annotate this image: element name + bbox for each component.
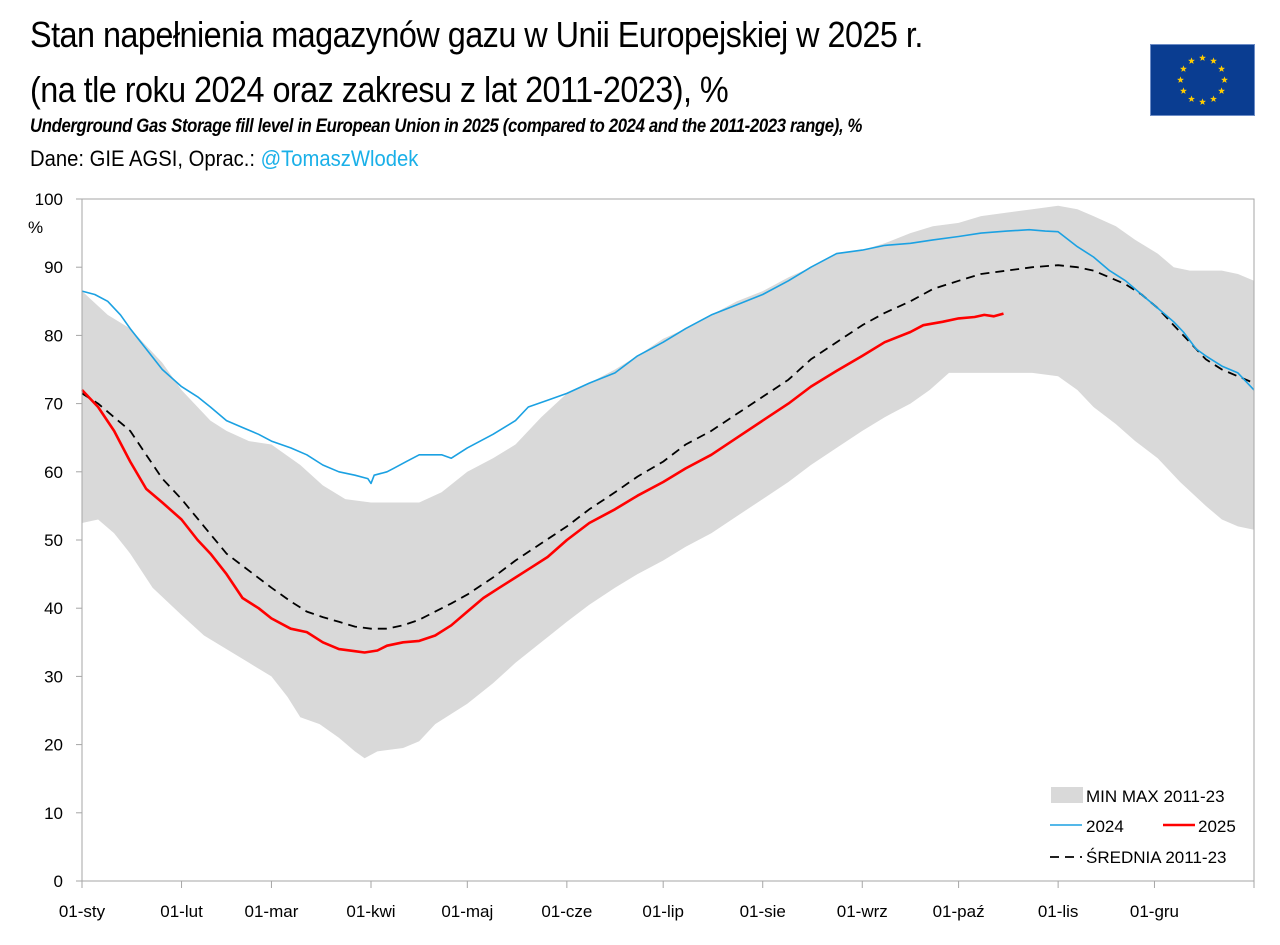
x-tick-label: 01-lis bbox=[1038, 902, 1079, 921]
legend-swatch-band bbox=[1051, 787, 1083, 803]
flag-star-icon bbox=[1180, 87, 1187, 94]
y-tick-label: 60 bbox=[44, 463, 63, 482]
flag-star-icon bbox=[1177, 76, 1184, 83]
y-tick-label: 100 bbox=[35, 190, 63, 209]
x-tick-label: 01-gru bbox=[1130, 902, 1179, 921]
y-tick-label: 20 bbox=[44, 736, 63, 755]
line-mean-2011-23 bbox=[81, 264, 1255, 630]
flag-star-icon bbox=[1210, 57, 1217, 64]
y-tick-label: 70 bbox=[44, 395, 63, 414]
y-axis-unit-label: % bbox=[28, 218, 43, 237]
y-tick-label: 80 bbox=[44, 326, 63, 345]
eu-stars-icon bbox=[1177, 54, 1228, 105]
flag-star-icon bbox=[1199, 54, 1206, 61]
x-tick-label: 01-kwi bbox=[346, 902, 395, 921]
line-2025 bbox=[81, 312, 1004, 654]
flag-star-icon bbox=[1188, 95, 1195, 102]
x-tick-label: 01-wrz bbox=[837, 902, 888, 921]
y-tick-label: 50 bbox=[44, 531, 63, 550]
line-2024 bbox=[81, 228, 1255, 485]
legend-label-mean: ŚREDNIA 2011-23 bbox=[1086, 848, 1226, 867]
x-tick-label: 01-paź bbox=[933, 902, 985, 921]
flag-star-icon bbox=[1210, 95, 1217, 102]
x-tick-label: 01-lip bbox=[642, 902, 684, 921]
x-tick-label: 01-lut bbox=[160, 902, 203, 921]
source-line: Dane: GIE AGSI, Oprac.: @TomaszWlodek bbox=[30, 146, 418, 172]
flag-star-icon bbox=[1218, 65, 1225, 72]
flag-star-icon bbox=[1221, 76, 1228, 83]
legend-label-2024: 2024 bbox=[1086, 817, 1124, 836]
y-tick-label: 90 bbox=[44, 258, 63, 277]
axes-layer: 0 10 20 30 40 50 60 70 80 90 100% 01-sty 01-lut 01-ma… bbox=[28, 190, 1255, 921]
y-tick-label: 40 bbox=[44, 599, 63, 618]
x-tick-label: 01-cze bbox=[541, 902, 592, 921]
flag-star-icon bbox=[1188, 57, 1195, 64]
legend-label-2025: 2025 bbox=[1198, 817, 1236, 836]
author-handle-link[interactable]: @TomaszWlodek bbox=[260, 146, 419, 171]
legend-label-band: MIN MAX 2011-23 bbox=[1086, 787, 1225, 806]
x-tick-label: 01-mar bbox=[245, 902, 299, 921]
y-tick-label: 10 bbox=[44, 804, 63, 823]
series-layer bbox=[81, 228, 1255, 654]
chart-title-line1: Stan napełnienia magazynów gazu w Unii E… bbox=[30, 14, 923, 55]
y-tick-label: 0 bbox=[54, 872, 63, 891]
flag-star-icon bbox=[1199, 98, 1206, 105]
flag-star-icon bbox=[1218, 87, 1225, 94]
x-tick-label: 01-sie bbox=[740, 902, 786, 921]
legend: MIN MAX 2011-23 2024 2025 ŚREDNIA 2011-2… bbox=[1050, 787, 1236, 867]
band-layer bbox=[82, 205, 1254, 759]
chart-title-line2: (na tle roku 2024 oraz zakresu z lat 201… bbox=[30, 69, 729, 110]
flag-star-icon bbox=[1180, 65, 1187, 72]
x-tick-label: 01-sty bbox=[59, 902, 106, 921]
chart-subtitle: Underground Gas Storage fill level in Eu… bbox=[30, 116, 863, 137]
y-tick-label: 30 bbox=[44, 667, 63, 686]
source-prefix: Dane: GIE AGSI, Oprac.: bbox=[30, 146, 261, 171]
band-min-max bbox=[82, 205, 1254, 759]
eu-flag-icon bbox=[1150, 44, 1255, 116]
x-tick-label: 01-maj bbox=[441, 902, 493, 921]
